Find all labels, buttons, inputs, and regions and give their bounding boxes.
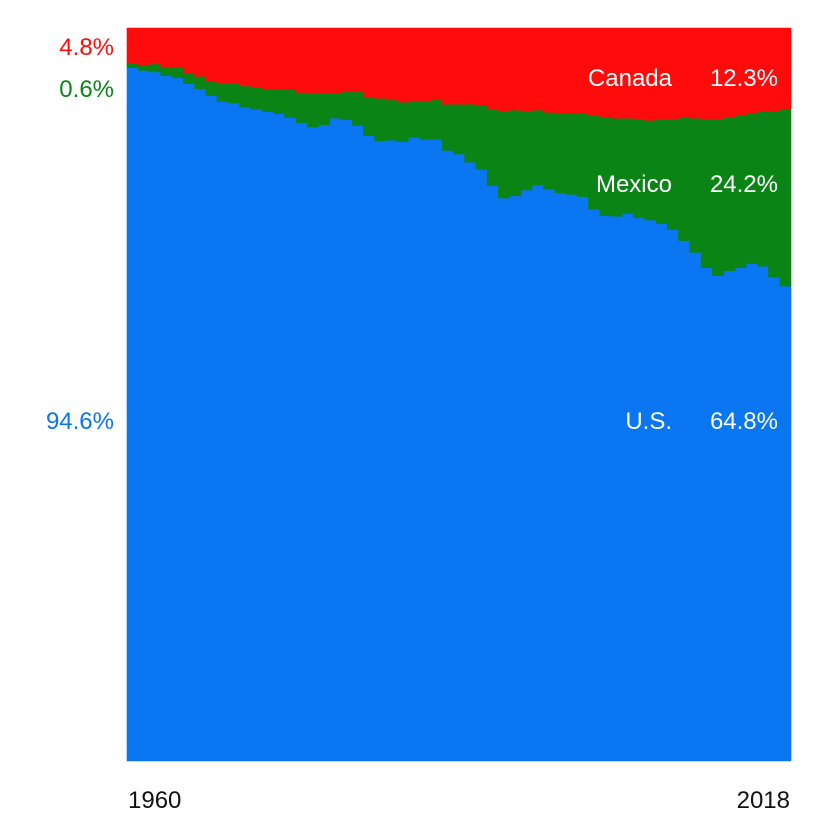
area-canada bbox=[126, 27, 792, 121]
start-label-mexico: 0.6% bbox=[59, 76, 114, 103]
x-tick-label-end: 2018 bbox=[737, 787, 790, 814]
x-tick-label-start: 1960 bbox=[128, 787, 181, 814]
start-label-canada: 4.8% bbox=[59, 34, 114, 61]
series-name-mexico: Mexico bbox=[596, 171, 672, 198]
series-name-canada: Canada bbox=[588, 65, 673, 92]
end-label-mexico: 24.2% bbox=[710, 171, 778, 198]
start-label-us: 94.6% bbox=[46, 408, 114, 435]
series-name-us: U.S. bbox=[625, 408, 672, 435]
area-layer bbox=[126, 27, 792, 762]
end-label-us: 64.8% bbox=[710, 408, 778, 435]
end-label-canada: 12.3% bbox=[710, 65, 778, 92]
